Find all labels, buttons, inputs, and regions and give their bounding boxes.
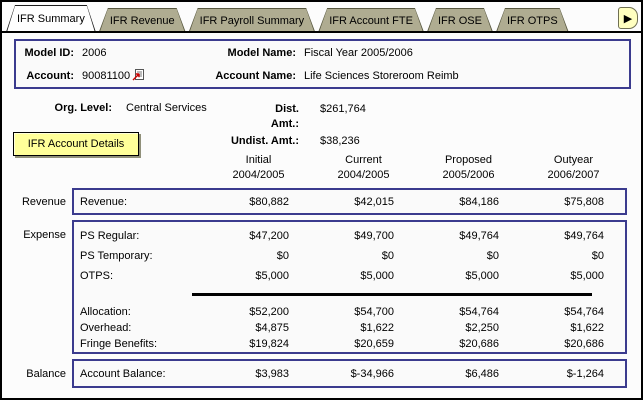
model-id-label: Model ID: [24,46,75,59]
column-header-initial: Initial 2004/2005 [232,154,285,181]
model-name-value: Fiscal Year 2005/2006 [304,46,413,59]
section-label-revenue: Revenue [21,196,66,208]
table-row: PS Temporary: $0 $0 $0 $0 [80,250,604,262]
tab-ifr-account-fte[interactable]: IFR Account FTE [318,8,424,32]
model-header-box: Model ID: 2006 Model Name: Fiscal Year 2… [14,39,631,89]
row-label: OTPS: [80,270,114,282]
transfer-icon[interactable] [132,68,145,84]
model-name-label: Model Name: [227,46,296,59]
subtotal-divider [192,293,592,296]
tab-ifr-ose[interactable]: IFR OSE [427,8,493,32]
account-name-value: Life Sciences Storeroom Reimb [304,69,459,82]
table-row: PS Regular: $47,200 $49,700 $49,764 $49,… [80,230,604,242]
column-header-current: Current 2004/2005 [337,154,390,181]
tab-ifr-otps[interactable]: IFR OTPS [496,8,569,32]
model-id-value: 2006 [82,46,107,59]
org-level-value: Central Services [126,102,207,114]
column-headers: Initial 2004/2005 Current 2004/2005 Prop… [206,153,626,183]
tab-ifr-revenue[interactable]: IFR Revenue [99,8,186,32]
tab-label: IFR Summary [17,13,85,25]
row-label: Revenue: [80,195,128,208]
balance-group-box: Account Balance: $3,983 $-34,966 $6,486 … [72,359,627,388]
chevron-right-icon: ▶ [623,12,633,25]
table-row: Revenue: $80,882 $42,015 $84,186 $75,808 [80,195,604,208]
tab-label: IFR OTPS [506,14,558,27]
undist-amt-label: Undist. Amt.: [230,135,299,147]
tab-label: IFR Revenue [109,14,175,27]
section-label-expense: Expense [23,229,66,241]
account-value: 90081100 [82,69,131,82]
dist-amt-value: $261,764 [320,103,366,115]
row-label: Account Balance: [80,367,166,380]
tab-label: IFR Account FTE [329,14,413,27]
tab-label: IFR OSE [437,14,482,27]
undist-amt-value: $38,236 [320,135,360,147]
ifr-account-details-button[interactable]: IFR Account Details [13,132,139,156]
table-row: Fringe Benefits: $19,824 $20,659 $20,686… [80,338,604,350]
table-row: Overhead: $4,875 $1,622 $2,250 $1,622 [80,322,604,334]
tab-scroll-right-button[interactable]: ▶ [618,7,638,29]
dist-amt-label: Dist. Amt.: [270,103,299,130]
expense-group-box: PS Regular: $47,200 $49,700 $49,764 $49,… [72,220,627,354]
table-row: Account Balance: $3,983 $-34,966 $6,486 … [80,367,604,380]
tab-bar: IFR Summary IFR Revenue IFR Payroll Summ… [6,5,569,32]
row-label: Fringe Benefits: [80,338,158,350]
account-label: Account: [26,69,74,82]
tab-label: IFR Payroll Summary [199,14,305,27]
account-name-label: Account Name: [215,69,296,82]
table-row: Allocation: $52,200 $54,700 $54,764 $54,… [80,306,604,318]
tab-ifr-summary[interactable]: IFR Summary [6,5,96,32]
row-label: Overhead: [80,322,132,334]
row-label: Allocation: [80,306,131,318]
tab-bottom-rule [2,31,641,33]
tab-ifr-payroll-summary[interactable]: IFR Payroll Summary [189,8,316,32]
column-header-proposed: Proposed 2005/2006 [442,154,495,181]
row-label: PS Regular: [80,230,140,242]
org-level-label: Org. Level: [54,102,112,114]
row-label: PS Temporary: [80,250,153,262]
section-label-balance: Balance [26,368,66,380]
revenue-group-box: Revenue: $80,882 $42,015 $84,186 $75,808 [72,188,627,215]
table-row: OTPS: $5,000 $5,000 $5,000 $5,000 [80,270,604,282]
column-header-outyear: Outyear 2006/2007 [547,154,600,181]
